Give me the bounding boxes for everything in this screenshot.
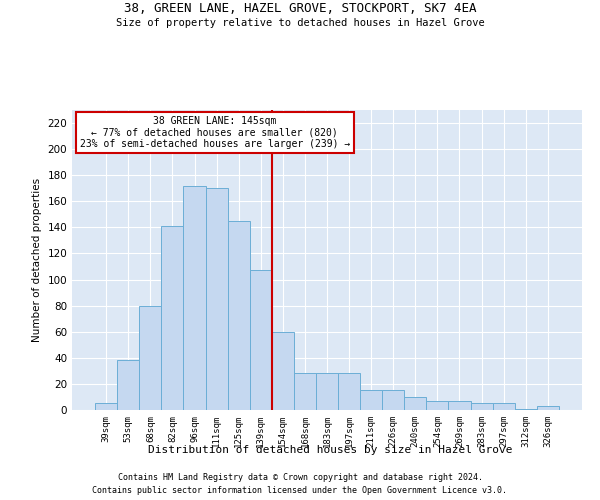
Bar <box>272 332 294 410</box>
Text: 38 GREEN LANE: 145sqm
← 77% of detached houses are smaller (820)
23% of semi-det: 38 GREEN LANE: 145sqm ← 77% of detached … <box>80 116 350 149</box>
Bar <box>184 186 206 410</box>
Bar <box>227 221 250 410</box>
Y-axis label: Number of detached properties: Number of detached properties <box>32 178 42 342</box>
Bar <box>316 374 338 410</box>
Text: Size of property relative to detached houses in Hazel Grove: Size of property relative to detached ho… <box>116 18 484 28</box>
Text: 38, GREEN LANE, HAZEL GROVE, STOCKPORT, SK7 4EA: 38, GREEN LANE, HAZEL GROVE, STOCKPORT, … <box>124 2 476 16</box>
Text: Contains public sector information licensed under the Open Government Licence v3: Contains public sector information licen… <box>92 486 508 495</box>
Bar <box>139 306 161 410</box>
Bar <box>493 404 515 410</box>
Bar <box>360 390 382 410</box>
Bar <box>338 374 360 410</box>
Bar <box>117 360 139 410</box>
Bar <box>404 397 427 410</box>
Bar <box>448 401 470 410</box>
Bar <box>294 374 316 410</box>
Bar <box>161 226 184 410</box>
Bar <box>537 406 559 410</box>
Bar <box>470 404 493 410</box>
Bar <box>427 401 448 410</box>
Text: Distribution of detached houses by size in Hazel Grove: Distribution of detached houses by size … <box>148 445 512 455</box>
Bar <box>515 408 537 410</box>
Bar <box>250 270 272 410</box>
Text: Contains HM Land Registry data © Crown copyright and database right 2024.: Contains HM Land Registry data © Crown c… <box>118 472 482 482</box>
Bar <box>206 188 227 410</box>
Bar <box>382 390 404 410</box>
Bar <box>95 404 117 410</box>
